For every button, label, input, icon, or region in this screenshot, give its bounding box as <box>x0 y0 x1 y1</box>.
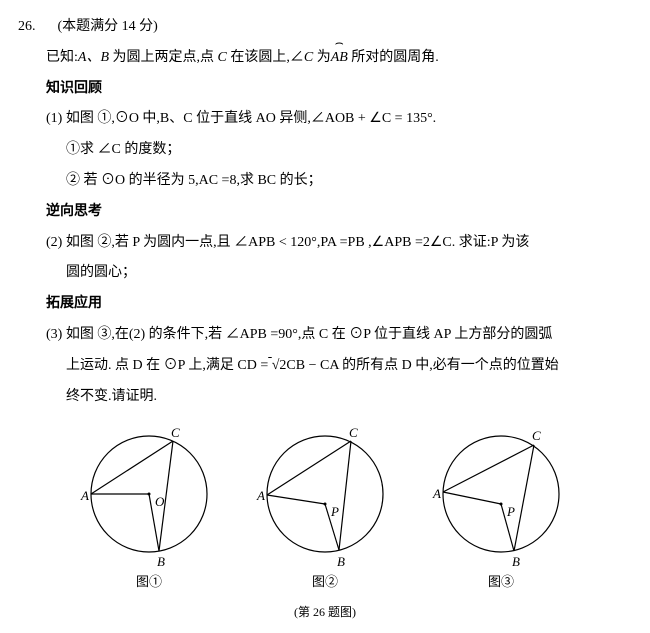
figures-caption: (第 26 题图) <box>18 599 632 625</box>
text: CB − CA 的所有点 D 中,必有一个点的位置始 <box>286 358 558 373</box>
svg-text:A: A <box>432 486 441 501</box>
figure-1-label: 图① <box>65 568 233 597</box>
section-2-title: 逆向思考 <box>46 197 632 228</box>
part-1a: ①求 ∠C 的度数； <box>66 135 632 166</box>
figures-row: O A B C 图① P A B C 图② P A B C 图③ <box>18 418 632 597</box>
svg-text:C: C <box>532 428 541 443</box>
text: 已知: <box>46 50 78 65</box>
text: 为 <box>313 50 331 65</box>
section-3-title: 拓展应用 <box>46 289 632 320</box>
part-3a: (3) 如图 ③,在(2) 的条件下,若 ∠APB =90°,点 C 在 ⊙P … <box>46 320 632 351</box>
part-3b: 上运动. 点 D 在 ⊙P 上,满足 CD = √2CB − CA 的所有点 D… <box>66 351 632 382</box>
figure-3: P A B C 图③ <box>417 418 585 597</box>
svg-text:P: P <box>506 504 515 519</box>
text: 上运动. 点 D 在 ⊙P 上,满足 CD = <box>66 358 268 373</box>
svg-text:B: B <box>337 554 345 569</box>
text: C <box>304 50 313 65</box>
part-3c: 终不变.请证明. <box>66 382 632 413</box>
svg-text:C: C <box>349 425 358 440</box>
svg-text:A: A <box>256 488 265 503</box>
figure-3-label: 图③ <box>417 568 585 597</box>
part-2a: (2) 如图 ②,若 P 为圆内一点,且 ∠APB < 120°,PA =PB … <box>46 228 632 259</box>
text: 为圆上两定点,点 <box>113 50 215 65</box>
svg-text:C: C <box>171 425 180 440</box>
score: (本题满分 14 分) <box>58 19 158 34</box>
svg-text:A: A <box>80 488 89 503</box>
figure-2-label: 图② <box>241 568 409 597</box>
text: 所对的圆周角. <box>348 50 439 65</box>
svg-text:B: B <box>157 554 165 569</box>
svg-text:O: O <box>155 494 165 509</box>
figure-1: O A B C 图① <box>65 418 233 597</box>
svg-text:B: B <box>512 554 520 569</box>
section-1-title: 知识回顾 <box>46 74 632 105</box>
text: AB <box>331 50 348 65</box>
arc-ab: AB <box>331 43 348 74</box>
text: √2 <box>272 358 287 373</box>
part-1: (1) 如图 ①,⊙O 中,B、C 位于直线 AO 异侧,∠AOB + ∠C =… <box>46 104 632 135</box>
text: A、B <box>78 50 109 65</box>
text: 在该圆上,∠ <box>230 50 304 65</box>
problem-number: 26. <box>18 12 36 43</box>
problem-header: 26. (本题满分 14 分) <box>18 12 632 43</box>
text: C <box>214 50 230 65</box>
figure-1-svg: O A B C <box>65 418 233 570</box>
svg-text:P: P <box>330 504 339 519</box>
part-1b: ② 若 ⊙O 的半径为 5,AC =8,求 BC 的长； <box>66 166 632 197</box>
figure-2: P A B C 图② <box>241 418 409 597</box>
figure-3-svg: P A B C <box>417 418 585 570</box>
given-line: 已知:A、B 为圆上两定点,点 C 在该圆上,∠C 为AB 所对的圆周角. <box>46 43 632 74</box>
part-2b: 圆的圆心； <box>66 258 632 289</box>
figure-2-svg: P A B C <box>241 418 409 570</box>
